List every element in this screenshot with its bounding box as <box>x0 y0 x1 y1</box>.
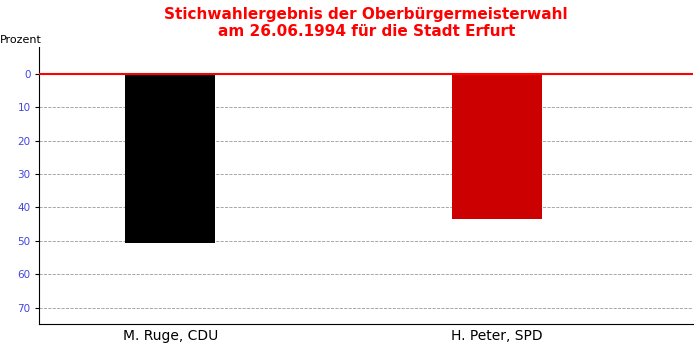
Text: Prozent: Prozent <box>0 35 42 45</box>
Bar <box>452 74 542 219</box>
Title: Stichwahlergebnis der Oberbürgermeisterwahl
am 26.06.1994 für die Stadt Erfurt: Stichwahlergebnis der Oberbürgermeisterw… <box>164 7 568 39</box>
Bar <box>125 74 215 243</box>
